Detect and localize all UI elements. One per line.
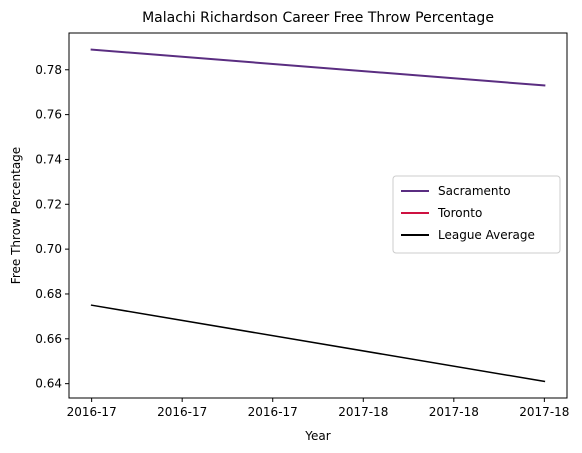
x-tick-label: 2016-17	[157, 405, 207, 419]
x-tick-label: 2016-17	[248, 405, 298, 419]
y-tick-label: 0.78	[35, 63, 62, 77]
x-tick-label: 2017-18	[429, 405, 479, 419]
y-axis-label: Free Throw Percentage	[9, 147, 23, 284]
legend-entry: League Average	[438, 228, 535, 242]
legend-entry: Sacramento	[438, 184, 511, 198]
y-tick-label: 0.66	[35, 332, 62, 346]
chart-title: Malachi Richardson Career Free Throw Per…	[142, 10, 494, 26]
y-tick-label: 0.64	[35, 377, 62, 391]
series-line-sacramento	[90, 48, 546, 87]
y-tick-label: 0.72	[35, 197, 62, 211]
y-axis-ticks: 0.64 0.66 0.68 0.70 0.72 0.74 0.76 0.78	[35, 63, 69, 391]
legend-box	[392, 175, 561, 254]
y-tick-label: 0.76	[35, 108, 62, 122]
y-tick-label: 0.70	[35, 242, 62, 256]
x-tick-label: 2017-18	[519, 405, 569, 419]
plot-area	[68, 32, 568, 399]
y-tick-label: 0.68	[35, 287, 62, 301]
legend: Sacramento Toronto League Average	[392, 175, 561, 254]
x-axis-label: Year	[304, 429, 330, 443]
y-tick-label: 0.74	[35, 152, 62, 166]
series-line-league-average	[90, 304, 546, 383]
x-axis-ticks: 2016-17 2016-17 2016-17 2017-18 2017-18 2017-…	[67, 398, 569, 419]
x-tick-label: 2017-18	[338, 405, 388, 419]
series-lines	[90, 48, 546, 383]
x-tick-label: 2016-17	[67, 405, 117, 419]
legend-entry: Toronto	[437, 206, 482, 220]
